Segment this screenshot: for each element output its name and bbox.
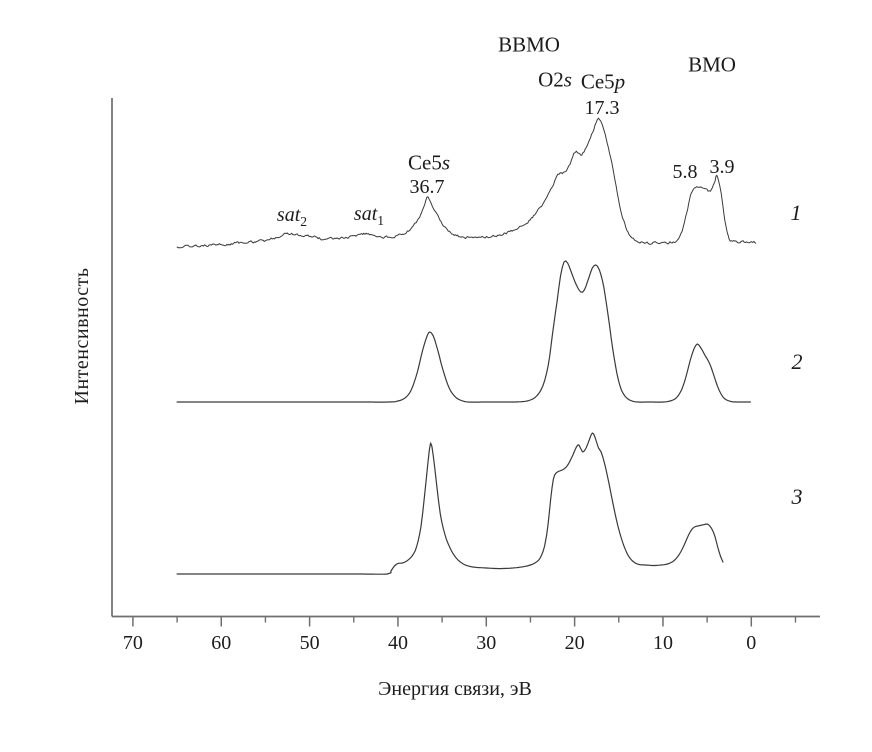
- peak-label-ce5s-prefix: Ce5: [407, 150, 442, 175]
- peak-label-o2s-suffix: s: [563, 67, 572, 92]
- peak-value-36-7: 36.7: [409, 176, 445, 198]
- peak-label-ce5s: Ce5s: [407, 150, 451, 175]
- region-label-vbmo: ВВМО: [498, 32, 560, 57]
- curve-label-2: 2: [791, 349, 803, 374]
- y-axis-title: Интенсивность: [71, 267, 93, 405]
- curve-label-1: 1: [790, 200, 802, 225]
- axes: [111, 98, 820, 618]
- spectrum-curve-2: [176, 260, 751, 403]
- peak-value-17-3: 17.3: [584, 97, 620, 119]
- x-tick-label: 30: [476, 632, 496, 654]
- peak-label-ce5p: Ce5p: [580, 69, 626, 94]
- axis-ticks: [132, 616, 797, 627]
- spectrum-curve-3: [176, 432, 724, 575]
- x-tick-label: 70: [123, 632, 143, 654]
- peak-label-o2s: O2s: [538, 67, 572, 92]
- peak-label-ce5s-suffix: s: [441, 150, 451, 175]
- x-tick-label: 40: [388, 632, 408, 654]
- x-tick-label: 50: [300, 632, 320, 654]
- satellite-label-sat2: sat2: [276, 204, 307, 228]
- x-tick-labels: 70 60 50 40 30 20 10 0: [123, 632, 756, 654]
- sat2-subscript: 2: [300, 214, 308, 229]
- region-label-vmo: ВМО: [688, 52, 736, 77]
- satellite-label-sat1: sat1: [353, 203, 384, 227]
- sat1-subscript: 1: [377, 213, 385, 228]
- x-tick-label: 0: [746, 632, 756, 654]
- spectra-curves: [176, 117, 757, 575]
- spectrum-curve-1: [176, 117, 757, 249]
- curve-label-3: 3: [791, 484, 803, 509]
- peak-label-o2s-prefix: O2: [538, 67, 564, 92]
- x-tick-label: 60: [211, 632, 231, 654]
- peak-label-ce5p-prefix: Ce5: [580, 69, 615, 94]
- x-tick-label: 10: [653, 632, 673, 654]
- sat2-base: sat: [276, 204, 301, 226]
- peak-label-ce5p-suffix: p: [614, 69, 626, 94]
- x-tick-label: 20: [565, 632, 585, 654]
- sat1-base: sat: [353, 203, 378, 225]
- peak-value-5-8: 5.8: [672, 161, 698, 183]
- peak-value-3-9: 3.9: [709, 156, 735, 178]
- x-axis-title: Энергия связи, эВ: [378, 678, 532, 700]
- axis-lines: [111, 98, 820, 618]
